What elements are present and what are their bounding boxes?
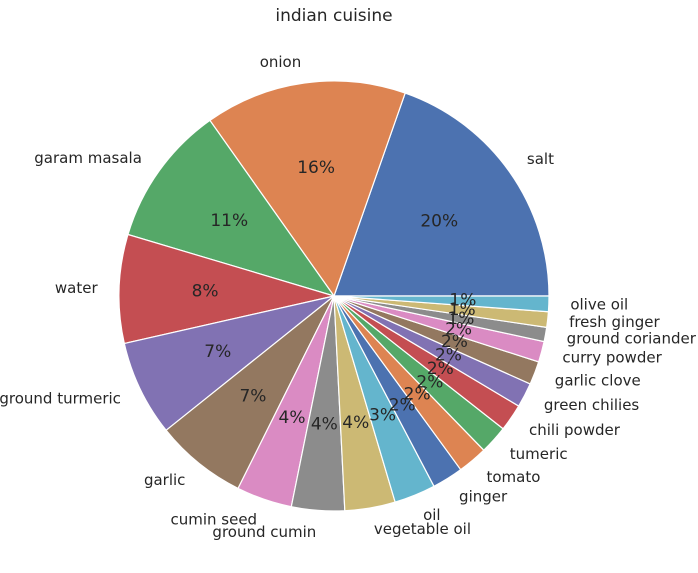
category-label-cumin-seed: cumin seed	[170, 511, 257, 529]
category-labels: salt onion garam masala water ground turmeri…	[0, 53, 697, 541]
category-label-tomato: tomato	[486, 468, 540, 486]
percent-label-chili-powder: 2%	[427, 359, 454, 379]
percent-label-garam-masala: 11%	[210, 211, 248, 231]
percent-label-green-chilies: 2%	[435, 345, 462, 365]
category-label-garlic-clove: garlic clove	[555, 372, 641, 390]
percent-label-garlic-clove: 2%	[441, 332, 468, 352]
percent-label-tumeric: 2%	[416, 372, 443, 392]
percent-label-curry-powder: 2%	[445, 319, 472, 339]
category-label-garam-masala: garam masala	[34, 149, 142, 167]
category-label-fresh-ginger: fresh ginger	[569, 313, 660, 331]
percent-label-vegetable-oil: 4%	[342, 413, 369, 433]
slice-garam-masala	[127, 119, 336, 298]
pie-slices	[118, 80, 550, 512]
percent-label-tomato: 2%	[404, 385, 431, 405]
category-label-vegetable-oil: vegetable oil	[374, 520, 471, 538]
percent-label-ground-coriander: 1%	[447, 309, 474, 329]
slice-onion	[209, 80, 406, 298]
slice-water	[118, 233, 337, 345]
percent-label-ground-turmeric: 7%	[204, 342, 231, 362]
percent-label-cumin-seed: 4%	[279, 408, 306, 428]
category-label-water: water	[55, 279, 99, 297]
category-label-garlic: garlic	[144, 471, 185, 489]
category-label-green-chilies: green chilies	[544, 396, 640, 414]
category-label-ground-turmeric: ground turmeric	[0, 390, 121, 408]
percent-label-olive-oil: 1%	[449, 291, 476, 311]
category-label-ground-cumin: ground cumin	[212, 523, 316, 541]
category-label-ground-coriander: ground coriander	[567, 329, 697, 347]
chart-title: indian cuisine	[275, 6, 392, 26]
percent-label-garlic: 7%	[239, 386, 266, 406]
percent-labels: 20%16%11%8%7%7%4% 4% 4% 3%2%2%2%2%2%2%2%1%1…	[192, 158, 477, 434]
category-label-oil: oil	[423, 506, 441, 524]
slice-olive-oil	[333, 295, 550, 313]
percent-label-onion: 16%	[297, 158, 335, 178]
percent-label-salt: 20%	[420, 211, 458, 231]
percent-label-oil: 3%	[369, 405, 396, 425]
category-label-olive-oil: olive oil	[570, 296, 628, 314]
category-label-salt: salt	[527, 150, 554, 168]
category-label-curry-powder: curry powder	[562, 348, 662, 366]
percent-label-ground-cumin: 4%	[311, 415, 338, 435]
percent-label-water: 8%	[192, 282, 219, 302]
percent-label-ginger: 2%	[389, 395, 416, 415]
category-label-ginger: ginger	[459, 488, 508, 506]
category-label-chili-powder: chili powder	[529, 421, 621, 439]
category-label-onion: onion	[260, 53, 302, 71]
category-label-tumeric: tumeric	[510, 445, 568, 463]
percent-label-fresh-ginger: 1%	[449, 300, 476, 320]
